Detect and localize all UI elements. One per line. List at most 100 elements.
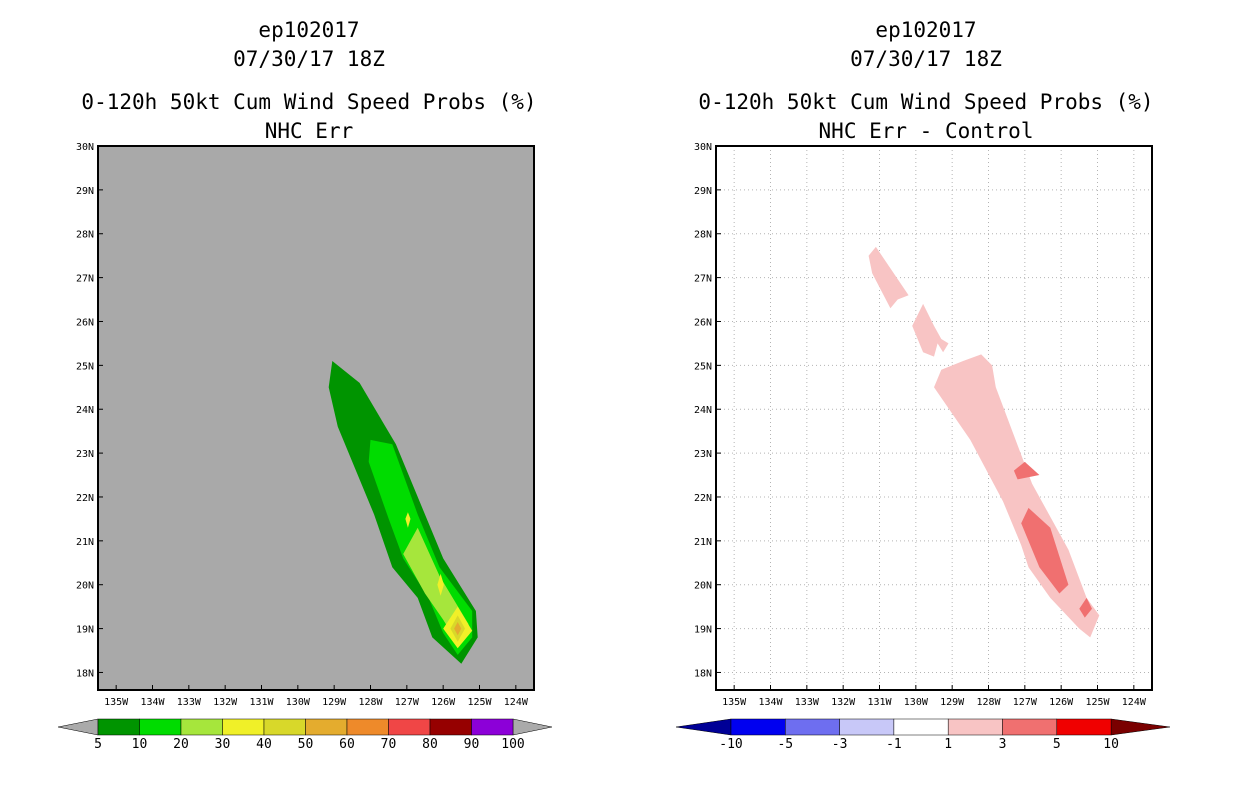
x-tick-label: 132W bbox=[831, 697, 856, 708]
x-tick-label: 129W bbox=[940, 697, 965, 708]
contour-1-3 bbox=[868, 246, 909, 309]
colorbar-swatch bbox=[222, 718, 265, 736]
x-tick-label: 124W bbox=[1122, 697, 1147, 708]
panel-left-colorbar: 5 10 20 30 40 50 60 70 80 90 100 bbox=[57, 718, 553, 752]
contour-3-5 bbox=[1013, 461, 1040, 480]
y-tick-label: 24N bbox=[76, 405, 94, 416]
panel-left: ep102017 07/30/17 18Z 0-120h 50kt Cum Wi… bbox=[57, 18, 553, 752]
x-tick-label: 128W bbox=[358, 697, 383, 708]
panel-right-frame bbox=[715, 145, 1153, 691]
y-tick-label: 18N bbox=[76, 668, 94, 679]
x-tick-label: 125W bbox=[467, 697, 492, 708]
colorbar-label: 20 bbox=[173, 737, 189, 752]
y-tick-label: 20N bbox=[694, 581, 712, 592]
colorbar-end-triangle bbox=[512, 718, 553, 736]
colorbar-swatch bbox=[730, 718, 786, 736]
panel-right-contours bbox=[868, 246, 1100, 638]
x-tick-label: 130W bbox=[286, 697, 311, 708]
panel-left-x-axis: 135W 134W 133W 132W 131W 130W 129W 128W 127W 126W… bbox=[104, 685, 529, 708]
y-tick-label: 26N bbox=[694, 317, 712, 328]
colorbar-label: 30 bbox=[215, 737, 231, 752]
colorbar-label: -10 bbox=[719, 737, 742, 752]
y-tick-label: 30N bbox=[694, 142, 712, 153]
panel-left-datetime: 07/30/17 18Z bbox=[233, 47, 385, 71]
colorbar-label: 60 bbox=[339, 737, 355, 752]
colorbar-swatch bbox=[305, 718, 348, 736]
y-tick-label: 18N bbox=[694, 668, 712, 679]
y-tick-label: 27N bbox=[76, 274, 94, 285]
y-tick-label: 28N bbox=[694, 230, 712, 241]
y-tick-label: 26N bbox=[76, 317, 94, 328]
colorbar-label: 50 bbox=[298, 737, 314, 752]
panel-right-storm-id: ep102017 bbox=[875, 18, 976, 42]
y-tick-label: 23N bbox=[76, 449, 94, 460]
colorbar-label: 5 bbox=[94, 737, 102, 752]
colorbar-swatch bbox=[471, 718, 514, 736]
colorbar-swatch bbox=[1002, 718, 1058, 736]
x-tick-label: 130W bbox=[904, 697, 929, 708]
y-tick-label: 24N bbox=[694, 405, 712, 416]
y-tick-label: 30N bbox=[76, 142, 94, 153]
contour-1-3 bbox=[912, 303, 949, 357]
colorbar-swatch bbox=[180, 718, 223, 736]
colorbar-label: 90 bbox=[464, 737, 480, 752]
colorbar-label: -3 bbox=[832, 737, 848, 752]
panel-right-datetime: 07/30/17 18Z bbox=[850, 47, 1002, 71]
colorbar-swatch bbox=[839, 718, 895, 736]
colorbar-end-triangle bbox=[1110, 718, 1171, 736]
colorbar-label: 1 bbox=[944, 737, 952, 752]
panel-right: ep102017 07/30/17 18Z 0-120h 50kt Cum Wi… bbox=[675, 18, 1171, 752]
colorbar-swatch bbox=[785, 718, 840, 736]
x-tick-label: 134W bbox=[140, 697, 165, 708]
y-tick-label: 29N bbox=[694, 186, 712, 197]
x-tick-label: 135W bbox=[722, 697, 747, 708]
colorbar-swatch bbox=[346, 718, 389, 736]
colorbar-label: 40 bbox=[256, 737, 272, 752]
panel-right-subtitle: NHC Err - Control bbox=[819, 119, 1034, 143]
panel-left-title: 0-120h 50kt Cum Wind Speed Probs (%) bbox=[81, 90, 536, 114]
colorbar-start-triangle bbox=[57, 718, 99, 736]
x-tick-label: 126W bbox=[1049, 697, 1074, 708]
x-tick-label: 133W bbox=[795, 697, 820, 708]
y-tick-label: 19N bbox=[694, 625, 712, 636]
colorbar-label: 70 bbox=[381, 737, 397, 752]
colorbar-swatch bbox=[139, 718, 182, 736]
colorbar-label: 80 bbox=[422, 737, 438, 752]
panel-left-frame bbox=[97, 145, 535, 691]
y-tick-label: 22N bbox=[76, 493, 94, 504]
colorbar-label: -5 bbox=[777, 737, 793, 752]
colorbar-swatch bbox=[893, 718, 949, 736]
y-tick-label: 27N bbox=[694, 274, 712, 285]
colorbar-label: 10 bbox=[1103, 737, 1119, 752]
x-tick-label: 125W bbox=[1085, 697, 1110, 708]
contour-50-60 bbox=[454, 622, 462, 636]
colorbar-start-triangle bbox=[675, 718, 732, 736]
x-tick-label: 133W bbox=[177, 697, 202, 708]
y-tick-label: 25N bbox=[694, 361, 712, 372]
panel-left-y-axis: 18N 19N 20N 21N 22N 23N 24N 25N 26N 27N 28N 29N 30N bbox=[76, 142, 103, 679]
x-tick-label: 126W bbox=[431, 697, 456, 708]
contour-3-5 bbox=[1021, 507, 1069, 594]
y-tick-label: 28N bbox=[76, 230, 94, 241]
x-tick-label: 128W bbox=[976, 697, 1001, 708]
panel-left-storm-id: ep102017 bbox=[258, 18, 359, 42]
colorbar-swatch bbox=[947, 718, 1003, 736]
y-tick-label: 21N bbox=[76, 537, 94, 548]
y-tick-label: 23N bbox=[694, 449, 712, 460]
x-tick-label: 135W bbox=[104, 697, 129, 708]
colorbar-label: 100 bbox=[501, 737, 524, 752]
colorbar-swatch bbox=[97, 718, 140, 736]
contour-3-5 bbox=[1079, 597, 1092, 618]
contour-30-40 bbox=[437, 573, 444, 596]
contour-30-40 bbox=[405, 512, 411, 528]
x-tick-label: 127W bbox=[1013, 697, 1038, 708]
y-tick-label: 19N bbox=[76, 625, 94, 636]
colorbar-swatch bbox=[388, 718, 431, 736]
panel-left-subtitle: NHC Err bbox=[265, 119, 354, 143]
y-tick-label: 20N bbox=[76, 581, 94, 592]
x-tick-label: 132W bbox=[213, 697, 238, 708]
colorbar-label: 10 bbox=[132, 737, 148, 752]
colorbar-swatch bbox=[429, 718, 472, 736]
x-tick-label: 129W bbox=[322, 697, 347, 708]
